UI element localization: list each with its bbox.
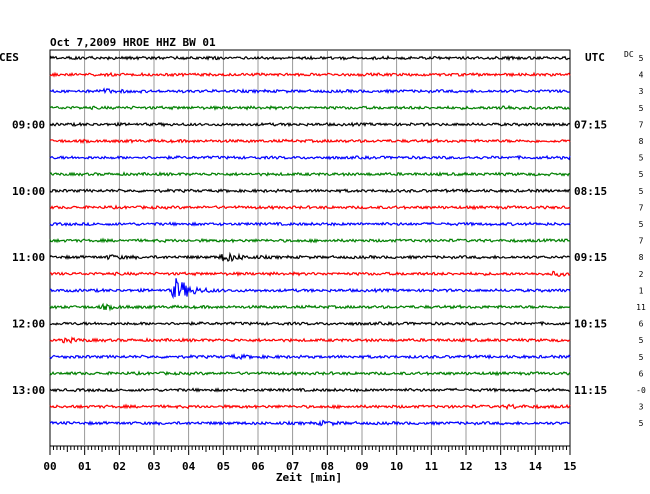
x-tick-label: 06 <box>251 460 265 473</box>
trace-row-18 <box>49 353 571 361</box>
right-time-label: 11:15 <box>574 384 607 397</box>
x-tick-label: 07 <box>286 460 299 473</box>
trace-row-12 <box>49 251 571 263</box>
seismic-traces <box>49 54 571 427</box>
x-tick-label: 10 <box>390 460 403 473</box>
offset-label: 8 <box>639 137 644 146</box>
left-time-label: 11:00 <box>12 251 45 264</box>
trace-row-4 <box>49 121 571 128</box>
offset-label: 5 <box>639 187 644 196</box>
offset-label: 5 <box>639 220 644 229</box>
offset-label: 7 <box>639 203 644 212</box>
left-time-label: 09:00 <box>12 118 45 131</box>
right-time-label: 07:15 <box>574 118 607 131</box>
trace-row-0 <box>49 54 571 62</box>
x-tick-label: 08 <box>321 460 334 473</box>
offset-label: 8 <box>639 253 644 262</box>
left-time-label: 12:00 <box>12 318 45 331</box>
right-time-label: 10:15 <box>574 318 607 331</box>
trace-row-2 <box>49 87 571 95</box>
offset-label: 6 <box>639 369 644 378</box>
offset-label: 5 <box>639 170 644 179</box>
trace-row-14 <box>49 278 571 300</box>
x-tick-label: 03 <box>147 460 160 473</box>
left-time-label: 10:00 <box>12 185 45 198</box>
offset-label: 3 <box>639 403 644 412</box>
offset-label: 7 <box>639 120 644 129</box>
x-tick-label: 09 <box>355 460 368 473</box>
trace-row-16 <box>49 320 571 327</box>
offset-label: 5 <box>639 353 644 362</box>
x-axis <box>49 446 571 455</box>
offset-label: 2 <box>639 270 644 279</box>
offset-label: 5 <box>639 419 644 428</box>
left-time-label: 13:00 <box>12 384 45 397</box>
offset-label: 11 <box>636 303 646 312</box>
x-axis-label: Zeit [min] <box>276 471 342 484</box>
trace-row-1 <box>49 71 571 78</box>
offset-label: 5 <box>639 336 644 345</box>
offset-column-label: DC <box>624 50 634 59</box>
chart-title: Oct 7,2009 HROE HHZ BW 01 <box>50 36 216 49</box>
offset-label: 6 <box>639 320 644 329</box>
trace-row-17 <box>49 336 571 345</box>
trace-row-3 <box>49 104 570 111</box>
x-tick-label: 05 <box>217 460 230 473</box>
offset-label: -0 <box>636 386 646 395</box>
x-tick-label: 11 <box>425 460 439 473</box>
trace-row-7 <box>49 171 571 177</box>
offset-label: 5 <box>639 54 644 63</box>
labels: Oct 7,2009 HROE HHZ BW 01 CES UTC DC Zei… <box>0 36 646 484</box>
offset-label: 5 <box>639 104 644 113</box>
x-tick-label: 01 <box>78 460 92 473</box>
x-tick-label: 14 <box>529 460 543 473</box>
right-axis-label: UTC <box>585 51 605 64</box>
grid-lines <box>49 49 571 447</box>
trace-row-9 <box>49 204 571 211</box>
trace-row-10 <box>49 221 571 227</box>
trace-row-6 <box>49 154 571 161</box>
right-time-label: 08:15 <box>574 185 607 198</box>
left-axis-label: CES <box>0 51 19 64</box>
offset-label: 1 <box>639 286 644 295</box>
trace-row-8 <box>49 187 571 194</box>
offset-label: 3 <box>639 87 644 96</box>
trace-row-20 <box>49 387 570 393</box>
trace-row-22 <box>49 419 571 427</box>
offset-label: 4 <box>639 71 644 80</box>
trace-row-21 <box>49 403 571 411</box>
plot-frame <box>49 49 571 447</box>
offset-label: 7 <box>639 237 644 246</box>
x-tick-label: 12 <box>459 460 472 473</box>
x-tick-label: 02 <box>113 460 126 473</box>
x-tick-label: 00 <box>43 460 56 473</box>
right-time-label: 09:15 <box>574 251 607 264</box>
x-tick-label: 15 <box>563 460 576 473</box>
x-tick-label: 04 <box>182 460 196 473</box>
trace-row-13 <box>49 270 571 277</box>
trace-row-11 <box>49 237 571 244</box>
x-tick-label: 13 <box>494 460 507 473</box>
trace-row-15 <box>49 302 571 312</box>
offset-label: 5 <box>639 154 644 163</box>
trace-row-5 <box>49 138 571 145</box>
trace-row-19 <box>49 370 571 377</box>
